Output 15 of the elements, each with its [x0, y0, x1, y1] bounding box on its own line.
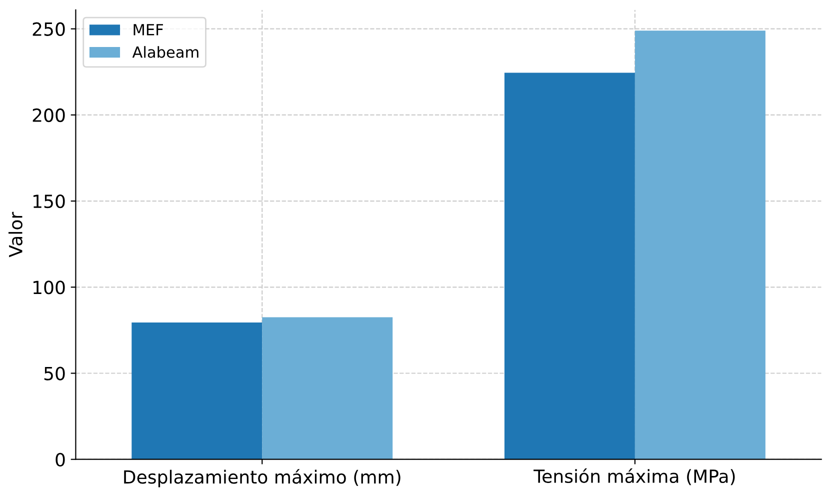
y-axis-title: Valor	[8, 212, 22, 258]
y-tick-label: 0	[56, 452, 65, 466]
bar	[262, 317, 393, 460]
x-tick-label: Tensión máxima (MPa)	[534, 468, 735, 486]
legend-label: MEF	[134, 24, 163, 36]
y-tick-label: 250	[32, 22, 65, 36]
bar	[634, 30, 766, 460]
bar	[132, 322, 262, 460]
y-tick-label: 150	[34, 194, 65, 208]
bar	[504, 72, 635, 460]
y-tick-label: 200	[32, 108, 65, 122]
legend-label: Alabeam	[132, 46, 198, 58]
y-tick-label: 50	[44, 366, 65, 380]
x-tick-label: Desplazamiento máximo (mm)	[124, 469, 400, 488]
y-tick-label: 100	[34, 280, 65, 294]
